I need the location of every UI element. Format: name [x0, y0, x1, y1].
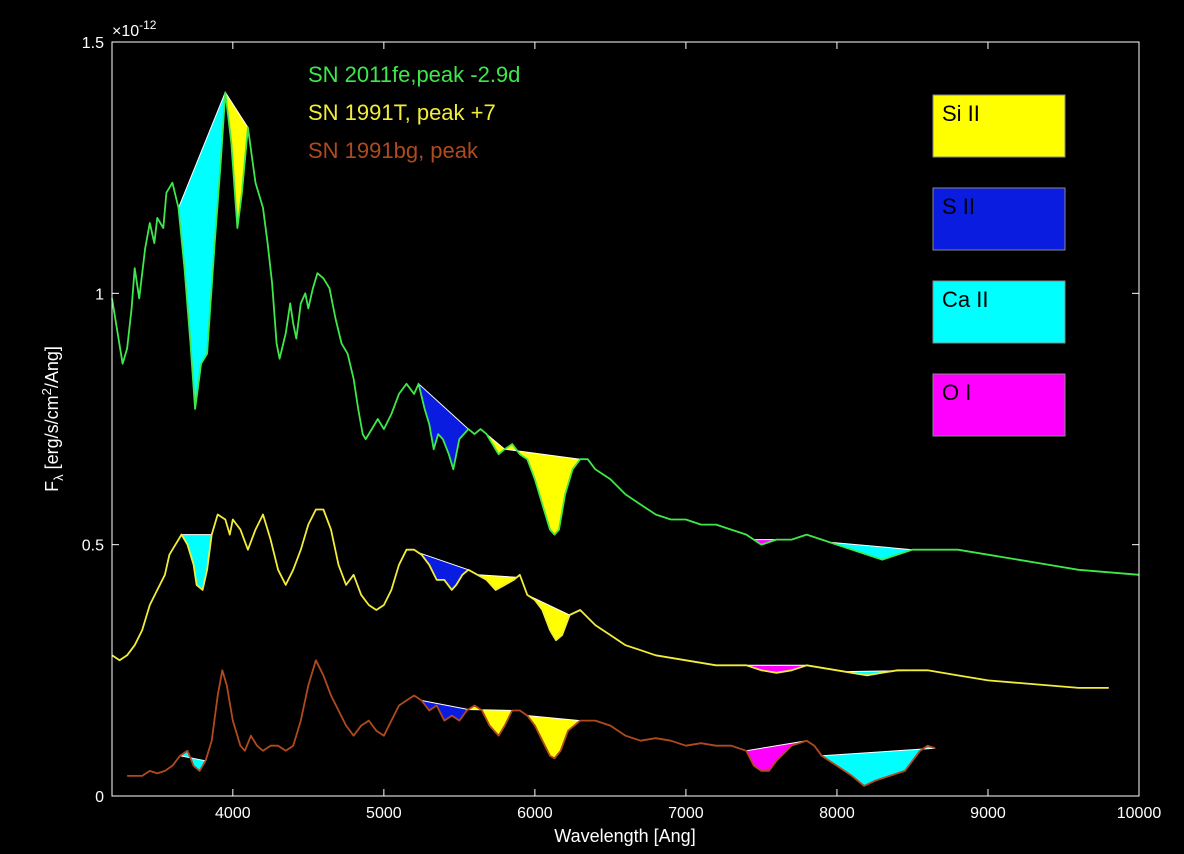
feature-fill-si-ii-16 [526, 714, 582, 759]
plot-frame [111, 41, 1140, 797]
series-legend: SN 2011fe,peak -2.9d SN 1991T, peak +7 SN … [308, 62, 520, 163]
legend-entry-0: SN 2011fe,peak -2.9d [308, 62, 520, 87]
ion-box-label: O I [942, 380, 971, 405]
feature-fill-s-ii-2 [417, 382, 470, 470]
y-tick-label: 0.5 [82, 538, 104, 555]
feature-fill-si-ii-15 [466, 704, 513, 737]
x-axis-title: Wavelength [Ang] [554, 826, 695, 846]
x-tick-label: 4000 [215, 805, 251, 822]
x-tick-label: 9000 [970, 805, 1006, 822]
ion-box-si-ii [932, 94, 1066, 158]
ion-box-label: S II [942, 194, 975, 219]
feature-fill-ca-ii-6 [829, 541, 913, 561]
series-line-0 [111, 91, 1140, 576]
ion-box-o-i [932, 373, 1066, 437]
y-tick-label: 1 [95, 286, 104, 303]
exponent-label: ×10-12 [112, 18, 157, 40]
ion-box-label: Si II [942, 101, 980, 126]
spectrum-lines [111, 91, 1140, 787]
axis-ticks: 4000 5000 6000 7000 8000 9000 10000 0 0.5 1 1.5 [82, 35, 1162, 822]
legend-entry-2: SN 1991bg, peak [308, 138, 479, 163]
ion-box-s-ii [932, 187, 1066, 251]
y-tick-label: 0 [95, 789, 104, 806]
x-tick-label: 10000 [1117, 805, 1162, 822]
x-tick-label: 6000 [517, 805, 553, 822]
series-line-2 [127, 659, 936, 787]
y-tick-label: 1.5 [82, 35, 104, 52]
feature-fill-si-ii-4 [503, 443, 582, 536]
feature-fills [177, 92, 936, 787]
x-tick-label: 8000 [819, 805, 855, 822]
series-line-1 [111, 508, 1109, 689]
y-axis-title: Fλ [erg/s/cm2/Ang] [39, 346, 66, 492]
x-tick-label: 5000 [366, 805, 402, 822]
ion-box-ca-ii [932, 280, 1066, 344]
feature-fill-s-ii-8 [418, 552, 470, 591]
x-tick-label: 7000 [668, 805, 704, 822]
legend-entry-1: SN 1991T, peak +7 [308, 100, 496, 125]
ion-legend: Si II S II Ca II O I [932, 94, 1066, 437]
ion-box-label: Ca II [942, 287, 988, 312]
